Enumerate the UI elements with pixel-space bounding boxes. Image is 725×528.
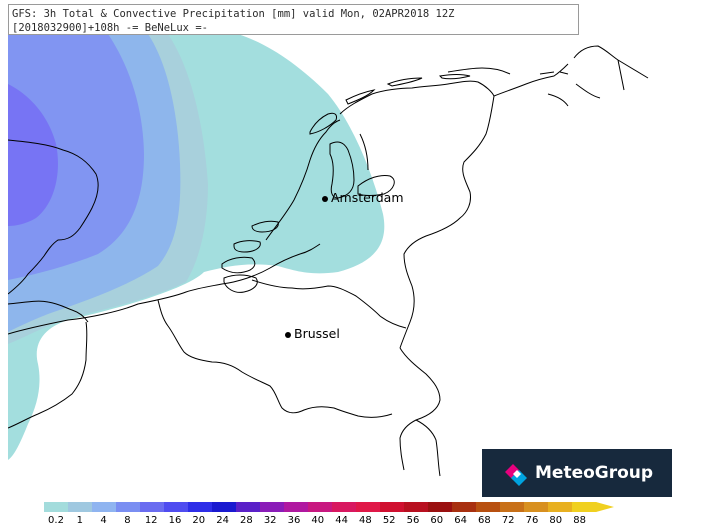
meteogroup-logo-icon [505, 464, 527, 486]
legend-swatch [428, 502, 453, 512]
legend-tick-label: 80 [549, 515, 563, 526]
city-brussel-label: Brussel [294, 326, 340, 341]
precip-legend-bar [44, 502, 614, 512]
legend-swatch [188, 502, 213, 512]
legend-tick-label: 1 [76, 515, 83, 526]
legend-swatch [332, 502, 357, 512]
legend-swatch [260, 502, 285, 512]
legend-swatch [524, 502, 549, 512]
precipitation-map [8, 4, 658, 477]
map-header: GFS: 3h Total & Convective Precipitation… [8, 4, 579, 35]
legend-tick-label: 24 [216, 515, 229, 526]
header-run-info: [2018032900]+108h -= BeNeLux =- [12, 22, 208, 34]
legend-tick-label: 88 [573, 515, 586, 526]
meteogroup-logo: MeteoGroup [482, 449, 672, 497]
legend-swatch [212, 502, 237, 512]
legend-tick-label: 40 [311, 515, 325, 526]
legend-tick-label: 76 [525, 515, 539, 526]
legend-swatch [404, 502, 429, 512]
legend-swatch [500, 502, 525, 512]
legend-swatch [140, 502, 165, 512]
legend-swatch [476, 502, 501, 512]
legend-tick-label: 32 [263, 515, 277, 526]
precip-area-heavier [8, 34, 144, 280]
legend-tick-label: 56 [406, 515, 420, 526]
legend-swatch [236, 502, 261, 512]
meteogroup-logo-text: MeteoGroup [535, 463, 654, 483]
legend-tick-label: 68 [478, 515, 491, 526]
legend-tick-label: 48 [359, 515, 372, 526]
legend-swatch [116, 502, 141, 512]
legend-tick-label: 36 [287, 515, 301, 526]
legend-swatch [452, 502, 477, 512]
legend-tick-label: 20 [192, 515, 206, 526]
legend-swatch [44, 502, 69, 512]
legend-swatch [356, 502, 381, 512]
city-marker-icon [322, 195, 328, 202]
city-amsterdam-label: Amsterdam [331, 190, 404, 205]
legend-tick-label: 16 [168, 515, 182, 526]
legend-tick-label: 52 [382, 515, 396, 526]
city-amsterdam: Amsterdam [322, 190, 404, 205]
legend-tick-label: 64 [454, 515, 467, 526]
legend-tick-label: 8 [124, 515, 131, 526]
legend-tick-label: 0.2 [48, 515, 64, 526]
legend-swatch [92, 502, 117, 512]
legend-tick-label: 4 [100, 515, 107, 526]
city-brussel: Brussel [285, 326, 340, 341]
legend-tick-label: 28 [240, 515, 253, 526]
precip-area-core [8, 84, 58, 226]
legend-tick-label: 12 [144, 515, 158, 526]
legend-arrow-icon [596, 502, 614, 512]
legend-swatch [164, 502, 189, 512]
legend-swatch [572, 502, 597, 512]
legend-tick-label: 44 [335, 515, 348, 526]
city-marker-icon [285, 331, 291, 338]
legend-swatch [548, 502, 573, 512]
legend-swatch [68, 502, 93, 512]
legend-swatch [308, 502, 333, 512]
legend-swatch [380, 502, 405, 512]
header-title: GFS: 3h Total & Convective Precipitation… [12, 8, 455, 20]
legend-tick-label: 60 [430, 515, 444, 526]
legend-swatch [284, 502, 309, 512]
legend-tick-label: 72 [501, 515, 515, 526]
coastlines [8, 45, 649, 477]
